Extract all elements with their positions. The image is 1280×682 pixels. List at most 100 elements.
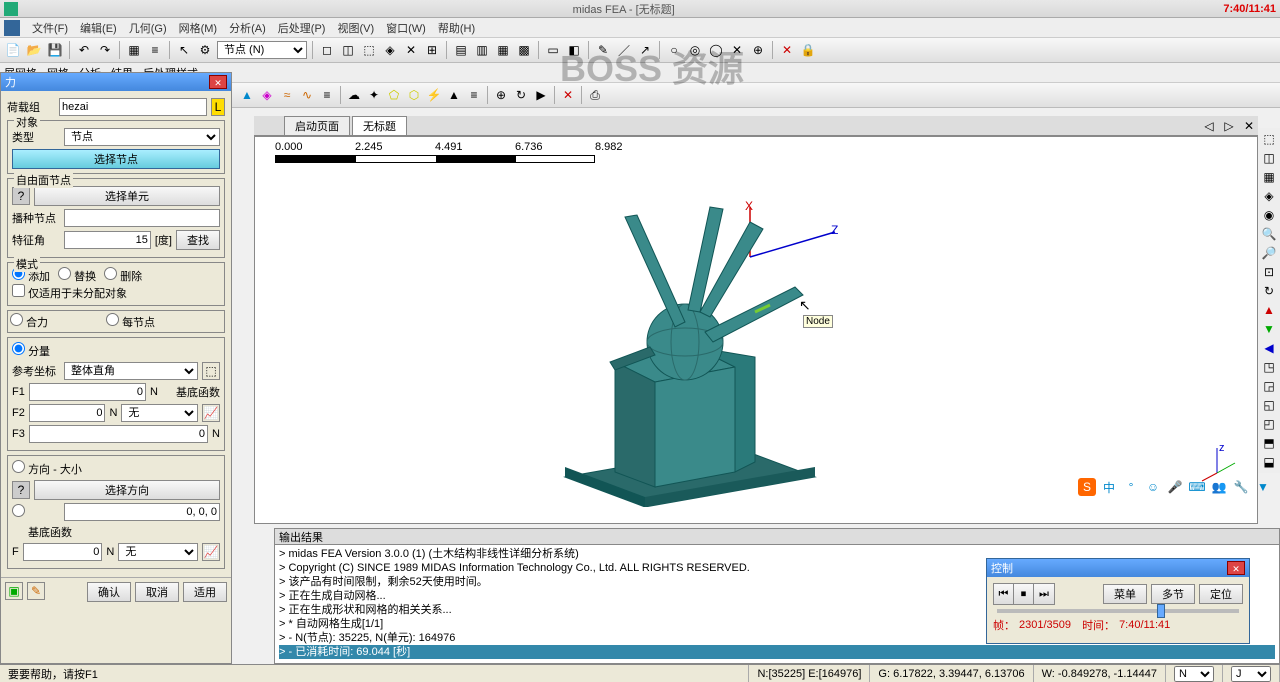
dir-radio[interactable]	[12, 504, 60, 520]
r2-icon[interactable]: ◫	[1260, 149, 1278, 167]
angle-input[interactable]	[64, 231, 151, 249]
redo-icon[interactable]: ↷	[96, 41, 114, 59]
viewport[interactable]: 0.000 2.245 4.491 6.736 8.982 X Z	[254, 136, 1258, 524]
r1-icon[interactable]: ⬚	[1260, 130, 1278, 148]
find-button[interactable]: 查找	[176, 230, 220, 250]
ime-punct-icon[interactable]: °	[1122, 478, 1140, 496]
select-node-button[interactable]: 选择节点	[12, 149, 220, 169]
ref-pick-icon[interactable]: ⬚	[202, 362, 220, 380]
type-select[interactable]: 节点	[64, 128, 220, 146]
r12-icon[interactable]: ◀	[1260, 339, 1278, 357]
apply-button[interactable]: 适用	[183, 582, 227, 602]
dir-input[interactable]	[64, 503, 220, 521]
r16-icon[interactable]: ◰	[1260, 415, 1278, 433]
mode-replace[interactable]: 替换	[58, 267, 96, 284]
shape3-icon[interactable]: ◯	[707, 41, 725, 59]
menu-analysis[interactable]: 分析(A)	[229, 20, 266, 36]
control-close-icon[interactable]: ✕	[1227, 561, 1245, 575]
r15-icon[interactable]: ◱	[1260, 396, 1278, 414]
ime-smile-icon[interactable]: ☺	[1144, 478, 1162, 496]
cancel-button[interactable]: 取消	[135, 582, 179, 602]
shape1-icon[interactable]: ○	[665, 41, 683, 59]
menu-view[interactable]: 视图(V)	[337, 20, 374, 36]
sel-c-icon[interactable]: ⬚	[360, 41, 378, 59]
force-total[interactable]: 合力	[10, 313, 58, 330]
base-func-icon2[interactable]: 📈	[202, 543, 220, 561]
cube-icon[interactable]: ▦	[125, 41, 143, 59]
sel-f-icon[interactable]: ⊞	[423, 41, 441, 59]
ctrl-menu-button[interactable]: 菜单	[1103, 584, 1147, 604]
t3-22-icon[interactable]: ▲	[445, 86, 463, 104]
grid1-icon[interactable]: ▤	[452, 41, 470, 59]
menu-geom[interactable]: 几何(G)	[129, 20, 167, 36]
r11-icon[interactable]: ▼	[1260, 320, 1278, 338]
menu-mesh[interactable]: 网格(M)	[179, 20, 218, 36]
base-func-icon[interactable]: 📈	[202, 404, 220, 422]
gear-icon[interactable]: ⚙	[196, 41, 214, 59]
r4-icon[interactable]: ◈	[1260, 187, 1278, 205]
tab-untitled[interactable]: 无标题	[352, 116, 407, 135]
ime-people-icon[interactable]: 👥	[1210, 478, 1228, 496]
layer-icon[interactable]: ≡	[146, 41, 164, 59]
mode-only[interactable]: 仅适用于未分配对象	[12, 288, 127, 300]
ime-s-icon[interactable]: S	[1078, 478, 1096, 496]
r5-icon[interactable]: ◉	[1260, 206, 1278, 224]
r6-icon[interactable]: 🔍	[1260, 225, 1278, 243]
f3-input[interactable]	[29, 425, 208, 443]
panel-icon1[interactable]: ▣	[5, 582, 23, 600]
load-group-input[interactable]	[59, 98, 207, 116]
edit3-icon[interactable]: ↗	[636, 41, 654, 59]
t3-19-icon[interactable]: ⬠	[385, 86, 403, 104]
ctrl-prev-icon[interactable]: ⏮	[994, 584, 1014, 604]
t3-27-icon[interactable]: ✕	[559, 86, 577, 104]
r18-icon[interactable]: ⬓	[1260, 453, 1278, 471]
t3-23-icon[interactable]: ≡	[465, 86, 483, 104]
r8-icon[interactable]: ⊡	[1260, 263, 1278, 281]
f-input[interactable]	[23, 543, 103, 561]
delete-icon[interactable]: ✕	[778, 41, 796, 59]
status-j-select[interactable]: J	[1231, 666, 1271, 682]
base-func-select[interactable]: 无	[121, 404, 198, 422]
ime-wrench-icon[interactable]: 🔧	[1232, 478, 1250, 496]
q2-icon[interactable]: ?	[12, 481, 30, 499]
t3-21-icon[interactable]: ⚡	[425, 86, 443, 104]
t3-25-icon[interactable]: ↻	[512, 86, 530, 104]
app-menu-icon[interactable]	[4, 20, 20, 36]
r13-icon[interactable]: ◳	[1260, 358, 1278, 376]
cursor-icon[interactable]: ↖	[175, 41, 193, 59]
r9-icon[interactable]: ↻	[1260, 282, 1278, 300]
r3-icon[interactable]: ▦	[1260, 168, 1278, 186]
t3-13-icon[interactable]: ◈	[258, 86, 276, 104]
dir-size[interactable]: 方向 - 大小	[12, 464, 82, 476]
menu-edit[interactable]: 编辑(E)	[80, 20, 117, 36]
ctrl-slider[interactable]	[997, 609, 1239, 613]
force-each[interactable]: 每节点	[106, 313, 155, 330]
r10-icon[interactable]: ▲	[1260, 301, 1278, 319]
ime-down-icon[interactable]: ▼	[1254, 478, 1272, 496]
t3-28-icon[interactable]: ⎙	[586, 86, 604, 104]
t3-17-icon[interactable]: ☁	[345, 86, 363, 104]
save-icon[interactable]: 💾	[46, 41, 64, 59]
seed-input[interactable]	[64, 209, 220, 227]
grid2-icon[interactable]: ▥	[473, 41, 491, 59]
q-icon[interactable]: ?	[12, 187, 30, 205]
menu-window[interactable]: 窗口(W)	[386, 20, 426, 36]
base-func-select2[interactable]: 无	[118, 543, 198, 561]
ctrl-next-icon[interactable]: ⏭	[1034, 584, 1054, 604]
r14-icon[interactable]: ◲	[1260, 377, 1278, 395]
sel-a-icon[interactable]: ◻	[318, 41, 336, 59]
ime-zh-icon[interactable]: 中	[1100, 478, 1118, 496]
shape5-icon[interactable]: ⊕	[749, 41, 767, 59]
view2-icon[interactable]: ◧	[565, 41, 583, 59]
t3-16-icon[interactable]: ≡	[318, 86, 336, 104]
shape4-icon[interactable]: ✕	[728, 41, 746, 59]
view1-icon[interactable]: ▭	[544, 41, 562, 59]
menu-post[interactable]: 后处理(P)	[278, 20, 326, 36]
f2-input[interactable]	[29, 404, 106, 422]
ok-button[interactable]: 确认	[87, 582, 131, 602]
edit2-icon[interactable]: ／	[615, 41, 633, 59]
f1-input[interactable]	[29, 383, 146, 401]
ctrl-locate-button[interactable]: 定位	[1199, 584, 1243, 604]
edit1-icon[interactable]: ✎	[594, 41, 612, 59]
sel-d-icon[interactable]: ◈	[381, 41, 399, 59]
